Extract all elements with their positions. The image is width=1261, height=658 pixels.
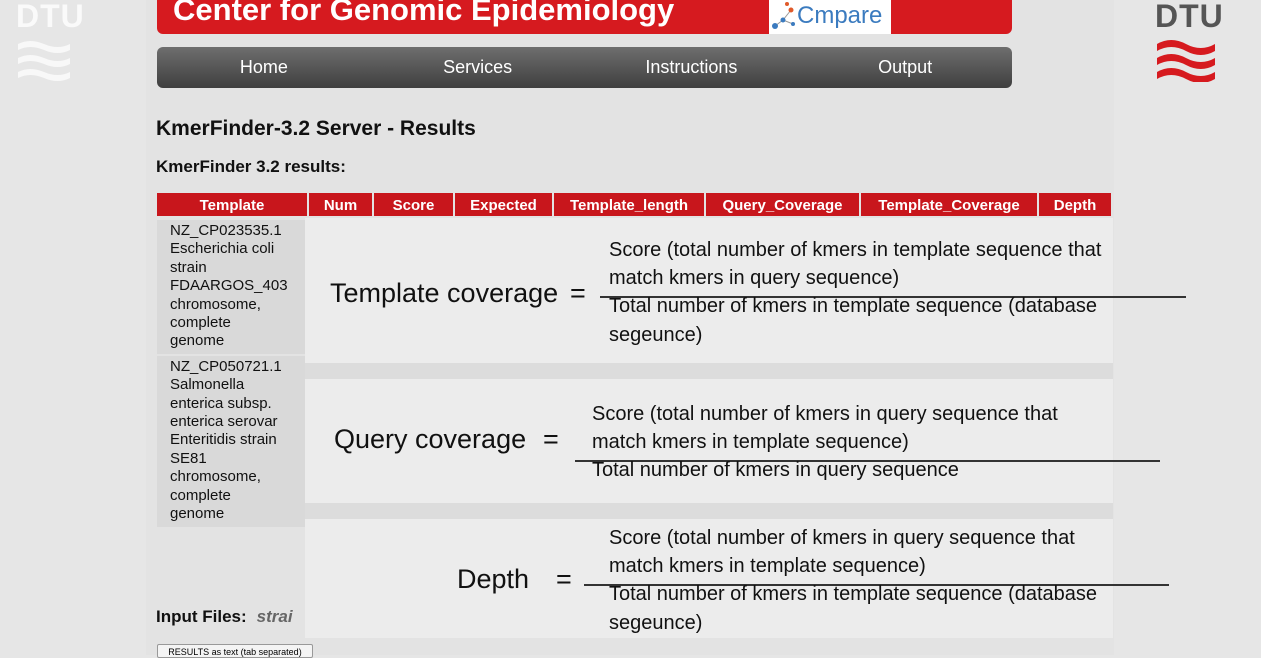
- main-nav: Home Services Instructions Output: [157, 47, 1012, 88]
- column-header-num: Num: [309, 193, 372, 216]
- table-row-band: [305, 503, 1113, 519]
- page-title: KmerFinder-3.2 Server - Results: [156, 117, 476, 140]
- formula-equals: =: [543, 424, 559, 454]
- dtu-logo-text: DTU: [16, 0, 85, 34]
- template-line: Salmonella: [170, 376, 245, 394]
- table-row-band: [305, 363, 1113, 379]
- formula-numerator-line: Score (total number of kmers in query se…: [609, 527, 1075, 549]
- formula-denominator-line: segeunce): [609, 324, 703, 346]
- results-text-button[interactable]: RESULTS as text (tab separated): [157, 644, 313, 658]
- nav-instructions[interactable]: Instructions: [645, 57, 738, 77]
- header-banner: Center for Genomic Epidemiology Cmpare: [157, 0, 1012, 34]
- banner-title: Center for Genomic Epidemiology: [173, 0, 675, 27]
- template-line: NZ_CP050721.1: [170, 357, 282, 375]
- template-line: strain: [170, 258, 207, 276]
- template-line: SE81: [170, 449, 207, 467]
- template-line: enterica serovar: [170, 413, 278, 431]
- formula-denominator-line: Total number of kmers in template sequen…: [609, 295, 1098, 317]
- template-line: Enteritidis strain: [170, 431, 277, 449]
- dtu-logo-text: DTU: [1155, 0, 1224, 34]
- column-header-query-coverage: Query_Coverage: [706, 193, 859, 216]
- results-table-header: Template Num Score Expected Template_len…: [157, 193, 1113, 216]
- template-line: enterica subsp.: [170, 394, 272, 412]
- formula-numerator-line: match kmers in query sequence): [609, 267, 900, 289]
- formula-overlay: [305, 218, 1113, 638]
- dtu-wave-icon: [18, 41, 70, 81]
- table-row: NZ_CP050721.1 Salmonella enterica subsp.…: [157, 355, 305, 527]
- table-row: NZ_CP023535.1 Escherichia coli strain FD…: [157, 220, 305, 354]
- formula-label: Template coverage: [330, 278, 559, 308]
- formula-label: Depth: [457, 564, 530, 594]
- fraction-bar: [600, 296, 1186, 298]
- template-line: genome: [170, 505, 225, 523]
- template-line: NZ_CP023535.1: [170, 222, 282, 239]
- template-column: NZ_CP023535.1 Escherichia coli strain FD…: [157, 220, 305, 529]
- formula-equals: =: [570, 278, 586, 308]
- nav-home[interactable]: Home: [239, 57, 288, 77]
- formula-numerator-line: Score (total number of kmers in query se…: [592, 403, 1058, 425]
- template-line: genome: [170, 332, 225, 350]
- formula-denominator-line: Total number of kmers in query sequence: [592, 459, 959, 481]
- template-line: chromosome,: [170, 468, 261, 486]
- compare-network-icon: [772, 2, 795, 29]
- column-header-template: Template: [157, 193, 307, 216]
- column-header-template-coverage: Template_Coverage: [861, 193, 1037, 216]
- results-subtitle: KmerFinder 3.2 results:: [156, 157, 346, 176]
- input-files: Input Files: strai: [156, 607, 293, 627]
- formula-equals: =: [556, 564, 572, 594]
- compare-logo-text: Cmpare: [797, 2, 883, 29]
- column-header-depth: Depth: [1039, 193, 1111, 216]
- template-line: complete: [170, 486, 231, 504]
- dtu-logo-left: DTU: [16, 0, 85, 82]
- column-header-template-length: Template_length: [554, 193, 704, 216]
- formula-denominator-line: Total number of kmers in template sequen…: [609, 583, 1098, 605]
- formula-numerator-line: Score (total number of kmers in template…: [609, 239, 1102, 261]
- formula-label: Query coverage: [334, 424, 527, 454]
- column-header-score: Score: [374, 193, 453, 216]
- input-files-label: Input Files:: [156, 607, 247, 626]
- fraction-bar: [584, 584, 1169, 586]
- fraction-bar: [575, 460, 1160, 462]
- input-files-value: strai: [256, 607, 293, 626]
- template-line: complete: [170, 314, 231, 332]
- template-line: FDAARGOS_403: [170, 277, 288, 295]
- formula-numerator-line: match kmers in template sequence): [592, 431, 909, 453]
- nav-services[interactable]: Services: [443, 57, 513, 77]
- compare-logo: Cmpare: [769, 0, 891, 34]
- dtu-logo-right: DTU: [1155, 0, 1224, 82]
- template-line: chromosome,: [170, 295, 261, 313]
- formula-denominator-line: segeunce): [609, 612, 703, 634]
- column-header-expected: Expected: [455, 193, 552, 216]
- formula-numerator-line: match kmers in template sequence): [609, 555, 926, 577]
- nav-output[interactable]: Output: [878, 57, 933, 77]
- dtu-wave-icon: [1157, 40, 1215, 82]
- template-line: Escherichia coli: [170, 240, 275, 258]
